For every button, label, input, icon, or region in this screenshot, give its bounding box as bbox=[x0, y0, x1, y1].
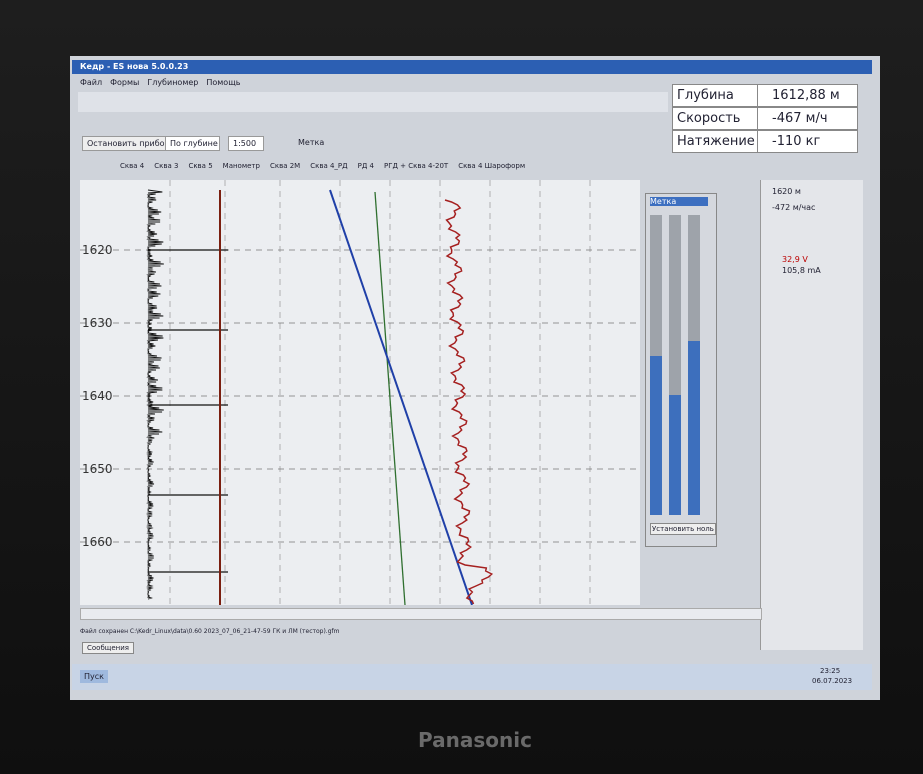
tab[interactable]: РД 4 bbox=[357, 162, 374, 170]
tab-strip: Сква 4 Сква 3 Сква 5 Манометр Сква 2М Сква 4_… bbox=[120, 162, 525, 170]
menu-bar: Файл Формы Глубиномер Помощь bbox=[80, 78, 240, 87]
gamma-curve bbox=[146, 189, 164, 600]
tab[interactable]: Сква 5 bbox=[188, 162, 213, 170]
tab[interactable]: РГД + Сква 4-20Т bbox=[383, 162, 449, 170]
taskbar bbox=[72, 664, 872, 690]
log-chart: 1620 1630 1640 1650 1660 bbox=[80, 180, 640, 605]
clock-time: 23:25 bbox=[820, 667, 841, 675]
readout-panel: Глубина 1612,88 м Скорость -467 м/ч Натяжени… bbox=[672, 84, 858, 153]
readout-label: Глубина bbox=[673, 85, 758, 106]
gauge-fill bbox=[688, 341, 700, 515]
readout-label: Скорость bbox=[673, 108, 758, 129]
tab[interactable]: Сква 3 bbox=[154, 162, 179, 170]
mark-button[interactable]: Метка bbox=[298, 138, 325, 147]
side-voltage: 32,9 V bbox=[782, 255, 808, 264]
clock-date: 06.07.2023 bbox=[812, 677, 853, 685]
menu-item[interactable]: Глубиномер bbox=[147, 78, 199, 87]
depth-label: 1660 bbox=[82, 535, 113, 549]
tab[interactable]: Сква 4_РД bbox=[310, 162, 348, 170]
tab[interactable]: Сква 4 bbox=[120, 162, 145, 170]
plot-bg bbox=[80, 180, 640, 605]
window-title: Кедр - ES нова 5.0.0.23 bbox=[80, 62, 189, 71]
scale-select[interactable]: 1:500 bbox=[228, 136, 264, 151]
gauge-fill bbox=[650, 356, 662, 515]
depth-label: 1620 bbox=[82, 243, 113, 257]
toolbar bbox=[78, 92, 668, 112]
gauge-bar bbox=[669, 215, 681, 515]
menu-item[interactable]: Файл bbox=[80, 78, 103, 87]
side-current: 105,8 mA bbox=[782, 266, 821, 275]
tab[interactable]: Сква 4 Шароформ bbox=[458, 162, 526, 170]
red-curve bbox=[444, 199, 494, 605]
readout-row: Скорость -467 м/ч bbox=[672, 107, 858, 130]
readout-label: Натяжение bbox=[673, 131, 758, 152]
gauge-title: Метка bbox=[650, 197, 708, 206]
green-line bbox=[374, 191, 406, 605]
device-button[interactable]: Остановить прибор bbox=[82, 136, 175, 151]
mode-select[interactable]: По глубине bbox=[165, 136, 220, 151]
status-text: Файл сохранен C:\Kedr_Linux\data\0.60 20… bbox=[80, 628, 340, 635]
depth-label: 1650 bbox=[82, 462, 113, 476]
depth-label: 1630 bbox=[82, 316, 113, 330]
depth-label: 1640 bbox=[82, 389, 113, 403]
readout-row: Натяжение -110 кг bbox=[672, 130, 858, 153]
brand-logo: Panasonic bbox=[418, 728, 532, 752]
tab[interactable]: Манометр bbox=[222, 162, 260, 170]
side-panel bbox=[760, 180, 863, 650]
blue-line bbox=[329, 189, 473, 605]
readout-value: -110 кг bbox=[772, 134, 821, 149]
readout-value: 1612,88 м bbox=[772, 88, 840, 103]
menu-item[interactable]: Формы bbox=[110, 78, 140, 87]
menu-item[interactable]: Помощь bbox=[206, 78, 241, 87]
gauge-zero-button[interactable]: Установить ноль bbox=[650, 523, 716, 535]
side-depth: 1620 м bbox=[772, 187, 801, 196]
start-button[interactable]: Пуск bbox=[80, 670, 108, 683]
readout-value: -467 м/ч bbox=[772, 111, 828, 126]
gauge-bar bbox=[688, 215, 700, 515]
gauge-fill bbox=[669, 395, 681, 515]
readout-row: Глубина 1612,88 м bbox=[672, 84, 858, 107]
side-speed: -472 м/час bbox=[772, 203, 816, 212]
gauge-bar bbox=[650, 215, 662, 515]
title-bar bbox=[72, 60, 872, 74]
scrollbar[interactable] bbox=[80, 608, 762, 620]
messages-button[interactable]: Сообщения bbox=[82, 642, 135, 654]
tab[interactable]: Сква 2М bbox=[269, 162, 301, 170]
